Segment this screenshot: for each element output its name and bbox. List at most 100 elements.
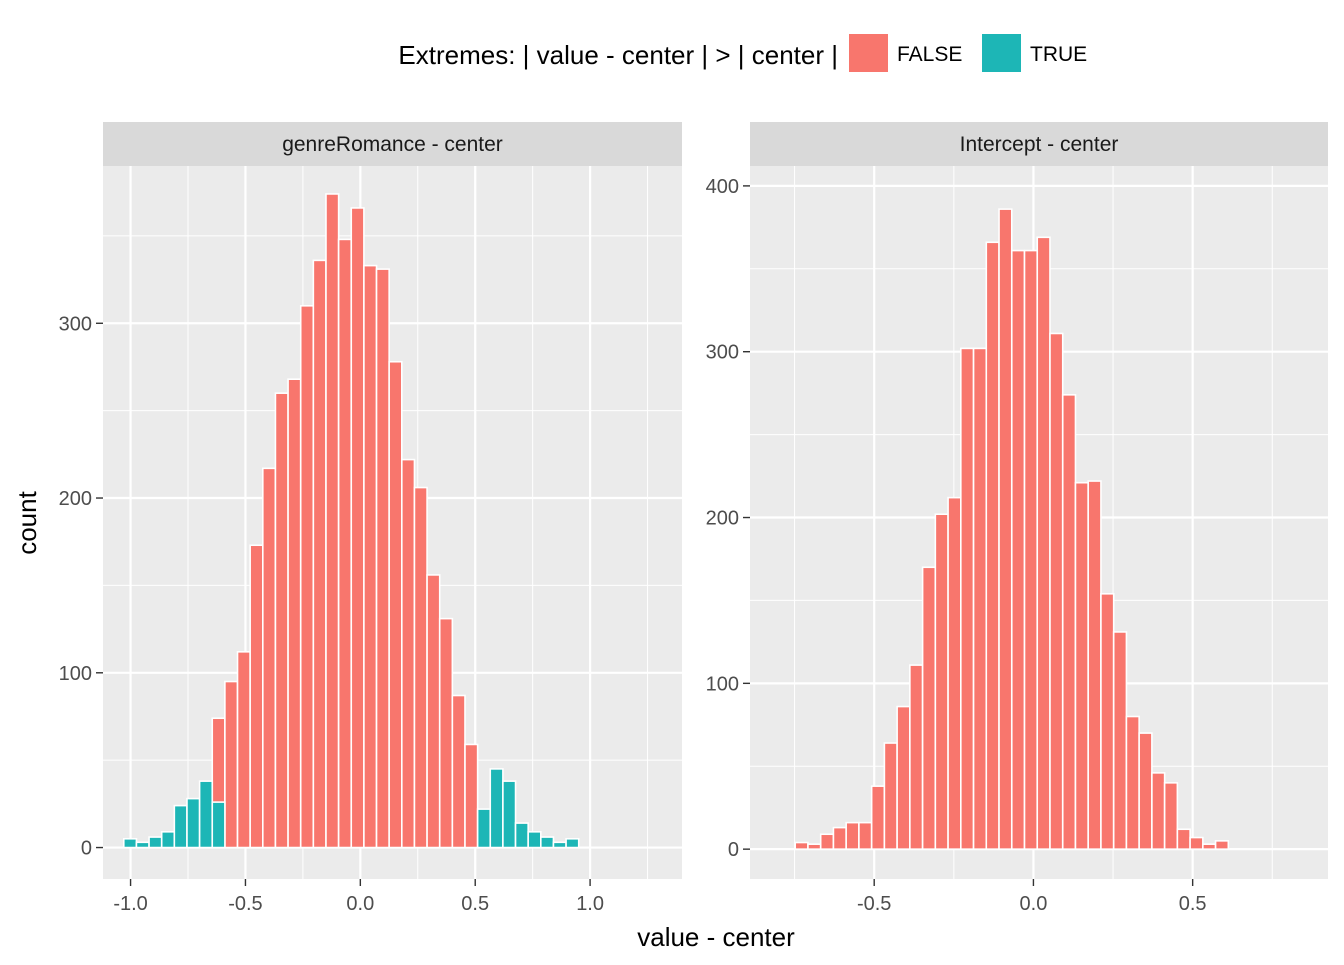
histogram-bar — [514, 822, 529, 849]
histogram-bar — [489, 768, 504, 849]
histogram-bar — [832, 826, 847, 850]
histogram-bar — [527, 831, 542, 849]
y-tick-label: 300 — [706, 342, 739, 364]
histogram-bar — [160, 831, 176, 849]
y-tick-label: 100 — [59, 663, 92, 685]
histogram-bar — [401, 458, 416, 849]
histogram-bar — [1138, 732, 1153, 850]
histogram-bar — [502, 780, 517, 849]
facet-strip — [750, 122, 1328, 166]
histogram-bar — [350, 207, 365, 849]
histogram-bar — [173, 804, 188, 849]
histogram-bar — [388, 360, 403, 849]
histogram-bar — [363, 264, 378, 849]
histogram-bar — [794, 841, 809, 850]
histogram-bar — [883, 742, 898, 850]
histogram-bar — [236, 651, 251, 849]
x-tick-label: 0.5 — [461, 893, 489, 915]
histogram-bar — [261, 467, 277, 849]
histogram-bar — [198, 780, 214, 849]
y-tick-label: 200 — [59, 488, 92, 510]
legend-label-true: TRUE — [1030, 43, 1087, 66]
x-tick-label: -0.5 — [857, 893, 891, 915]
histogram-bar — [135, 841, 150, 849]
histogram-bar — [1049, 332, 1064, 850]
histogram-bar — [148, 836, 163, 849]
y-tick-label: 400 — [706, 176, 739, 198]
histogram-bar — [438, 617, 454, 849]
histogram-bar — [1061, 394, 1077, 850]
x-tick-label: 1.0 — [576, 893, 604, 915]
histogram-bar — [274, 392, 289, 849]
facet-strip-label: Intercept - center — [960, 133, 1119, 156]
histogram-bar — [299, 305, 315, 849]
histogram-bar — [552, 841, 567, 849]
facet-strip-label: genreRomance - center — [282, 133, 503, 156]
histogram-bar — [1125, 715, 1140, 850]
histogram-bar — [909, 664, 924, 850]
histogram-bar — [413, 486, 428, 849]
histogram-bar — [211, 801, 226, 849]
x-tick-label: -1.0 — [113, 893, 147, 915]
x-tick-label: 0.5 — [1179, 893, 1207, 915]
histogram-bar — [1189, 836, 1204, 850]
histogram-bar — [186, 797, 201, 849]
legend: Extremes: | value - center | > | center … — [398, 34, 1087, 72]
histogram-bar — [375, 268, 390, 849]
histogram-bar — [325, 193, 340, 849]
facet-panel-intercept: Intercept - center 0 100 200 300 400 -0.5 0.0 0.… — [706, 122, 1328, 915]
histogram-bar — [337, 238, 353, 849]
histogram-bar — [1151, 772, 1166, 850]
y-axis-title: count — [12, 490, 42, 554]
y-tick-label: 0 — [728, 839, 739, 861]
histogram-bar — [1087, 480, 1102, 850]
legend-label-false: FALSE — [897, 43, 962, 66]
y-tick-label: 300 — [59, 313, 92, 335]
histogram-bar — [845, 821, 860, 850]
histogram-bar — [972, 347, 988, 850]
histogram-bar — [426, 574, 441, 849]
histogram-bar — [1202, 843, 1217, 850]
histogram-bar — [985, 241, 1000, 850]
histogram-bar — [476, 808, 492, 849]
histogram-bar — [819, 833, 835, 850]
histogram-bar — [1163, 782, 1179, 850]
histogram-bar — [1074, 481, 1090, 850]
y-tick-label: 200 — [706, 508, 739, 530]
histogram-bar — [249, 544, 264, 849]
legend-swatch-false — [849, 34, 888, 72]
histogram-bar — [896, 705, 911, 850]
histogram-bar — [464, 743, 479, 849]
histogram-bar — [934, 513, 949, 850]
histogram-bar — [1100, 592, 1115, 850]
legend-swatch-true — [982, 34, 1021, 72]
histogram-bar — [921, 566, 937, 850]
histogram-bar — [287, 378, 302, 849]
histogram-bar — [998, 208, 1013, 850]
x-axis-title: value - center — [637, 922, 795, 952]
histogram-bar — [1036, 236, 1051, 850]
facet-panel-genre-romance: genreRomance - center 0 100 200 300 -1.0 -0.5 0… — [59, 122, 682, 915]
histogram-bar — [1176, 828, 1191, 850]
histogram-bar — [312, 259, 327, 849]
x-tick-label: 0.0 — [346, 893, 374, 915]
histogram-bar — [947, 496, 962, 850]
histogram-bar — [122, 838, 138, 849]
histogram-bar — [451, 694, 466, 849]
histogram-bar — [1023, 249, 1039, 850]
y-tick-label: 0 — [81, 838, 92, 860]
histogram-bar — [960, 347, 975, 850]
x-tick-label: -0.5 — [228, 893, 262, 915]
histogram-bar — [807, 843, 822, 850]
histogram-bar — [858, 821, 873, 850]
histogram-bar — [1112, 631, 1128, 850]
y-tick-label: 100 — [706, 673, 739, 695]
facet-strip — [103, 122, 682, 166]
histogram-bar — [224, 680, 239, 849]
x-tick-label: 0.0 — [1020, 893, 1048, 915]
histogram-bar — [1214, 840, 1230, 850]
histogram-bar — [1010, 249, 1026, 850]
histogram-bar — [565, 838, 580, 849]
